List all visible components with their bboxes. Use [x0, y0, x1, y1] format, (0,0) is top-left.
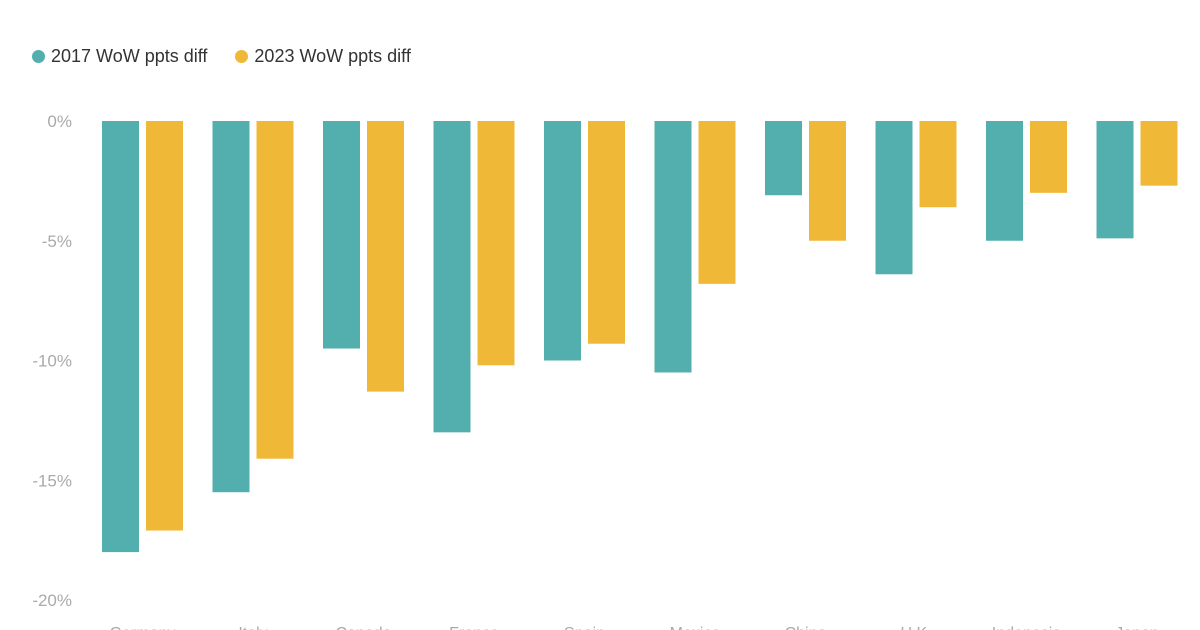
- y-tick-label: -15%: [32, 471, 72, 490]
- y-tick-label: -5%: [42, 232, 72, 251]
- bar: [146, 121, 183, 531]
- x-tick-label: Germany: [110, 625, 176, 630]
- bar: [919, 121, 957, 208]
- x-tick-label: U.K.: [900, 625, 931, 630]
- legend-swatch-2017: [32, 50, 45, 63]
- legend-item-2017: 2017 WoW ppts diff: [32, 46, 207, 67]
- bar: [654, 121, 692, 373]
- x-tick-label: Mexico: [670, 625, 721, 630]
- bar: [1096, 121, 1134, 239]
- chart-legend: 2017 WoW ppts diff 2023 WoW ppts diff: [32, 46, 411, 67]
- bar: [1030, 121, 1067, 193]
- x-tick-label: China: [785, 625, 827, 630]
- y-tick-label: 0%: [47, 112, 72, 131]
- bar: [323, 121, 360, 349]
- bar: [544, 121, 581, 361]
- x-tick-label: France: [449, 625, 499, 630]
- bar: [986, 121, 1023, 241]
- y-tick-label: -20%: [32, 591, 72, 610]
- legend-swatch-2023: [235, 50, 249, 63]
- bar: [809, 121, 846, 241]
- bar: [367, 121, 404, 392]
- bar: [433, 121, 471, 433]
- legend-label-2017: 2017 WoW ppts diff: [51, 46, 208, 66]
- x-tick-label: Indonesia: [992, 625, 1061, 630]
- bar: [256, 121, 294, 459]
- legend-label-2023: 2023 WoW ppts diff: [254, 46, 411, 66]
- x-tick-label: Japan: [1115, 625, 1159, 630]
- bar: [875, 121, 913, 275]
- bar: [212, 121, 250, 493]
- bar: [698, 121, 736, 284]
- x-tick-label: Canada: [335, 625, 391, 630]
- x-tick-label: Italy: [238, 625, 267, 630]
- bar: [102, 121, 139, 553]
- bar: [1140, 121, 1178, 186]
- bar: [765, 121, 802, 196]
- legend-item-2023: 2023 WoW ppts diff: [235, 46, 411, 67]
- x-tick-label: Spain: [564, 625, 605, 630]
- bar: [477, 121, 515, 366]
- bar: [588, 121, 625, 344]
- y-tick-label: -10%: [32, 352, 72, 371]
